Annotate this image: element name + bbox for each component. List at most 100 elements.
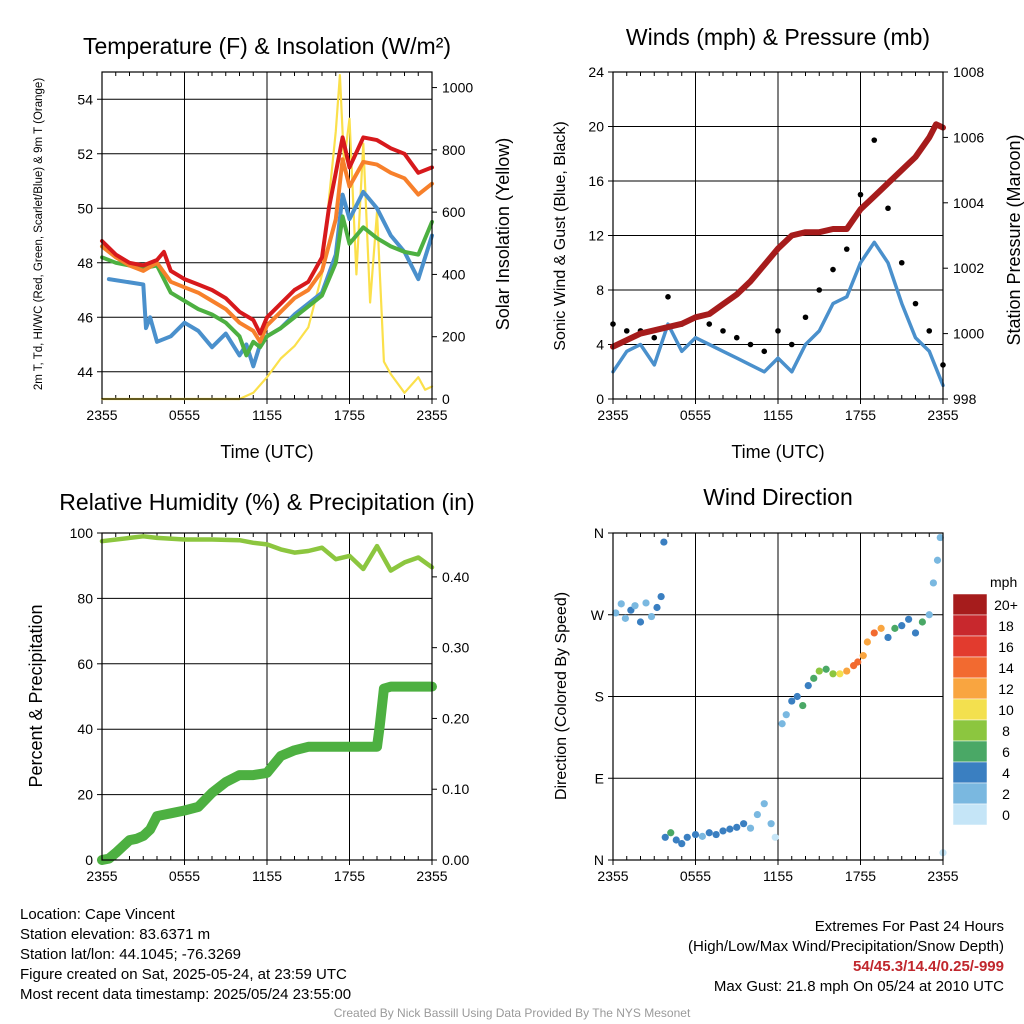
x-tick-label: 1155 [252,868,282,884]
temp-chart-title: Temperature (F) & Insolation (W/m²) [83,33,451,59]
gust-point [926,328,933,334]
legend-label: 18 [998,618,1014,634]
location-text: Location: Cape Vincent [20,906,175,923]
direction-point [933,556,942,564]
recent-text: Most recent data timestamp: 2025/05/24 2… [20,986,352,1003]
y-tick-label: 16 [588,173,604,189]
y2-tick-label: 0.00 [442,852,469,868]
legend-label: 14 [998,660,1014,676]
direction-point [733,823,741,831]
gust-point [912,300,919,307]
x-tick-label: 1755 [334,868,365,884]
direction-point [905,615,913,623]
direction-point [788,697,796,705]
wind-left-ylabel: Sonic Wind & Gust (Blue, Black) [552,121,569,350]
y-tick-label: 20 [588,119,604,135]
y-tick-label: 20 [77,787,93,803]
y-tick-label: 54 [77,91,93,107]
wind-plot: 2355 0555 1155 1755 235504812162024998100010… [588,64,984,423]
gust-point [761,348,768,355]
gust-point [775,328,781,334]
y-tick-label: 4 [596,337,604,353]
x-tick-label: 1755 [334,407,365,423]
humidity-line [99,534,435,573]
dir-ylabel: Direction (Colored By Speed) [553,592,570,800]
y-tick-label: 40 [77,721,93,737]
direction-point [804,682,812,690]
gust-point [747,341,754,348]
direction-point [799,701,807,710]
wind-xlabel: Time (UTC) [731,442,824,462]
direction-point [726,825,734,833]
x-tick-label: 2355 [597,868,628,884]
gust-point [843,246,850,252]
legend-label: 0 [1002,807,1010,823]
gust-point [802,314,809,321]
gust-point [720,328,726,334]
rh-plot: 2355 0555 1155 1755 23550204060801000.000.10… [70,525,470,884]
legend-label: 4 [1002,765,1010,781]
y-tick-label: 52 [77,146,93,162]
direction-point [793,692,801,701]
x-tick-label: 0555 [169,868,200,884]
y2-tick-label: 200 [442,329,466,345]
y2-tick-label: 0.40 [442,569,469,585]
speed-legend: mph 20+ 18 16 14 12 10 8 6 4 2 0 [952,574,1018,826]
direction-point [760,800,768,808]
direction-point [778,720,786,728]
plot-border [612,71,944,400]
y2-tick-label: 0.20 [442,710,469,726]
gust-point [830,266,836,273]
y2-tick-label: 0.10 [442,781,469,797]
direction-point [661,833,669,841]
x-tick-label: 0555 [680,868,711,884]
y2-tick-label: 0 [442,391,450,407]
direction-point [854,658,862,666]
legend-swatch [952,761,988,784]
legend-swatch [952,593,988,616]
direction-point [719,827,727,835]
direction-point [870,629,878,637]
direction-point [698,832,706,840]
dir-chart-title: Wind Direction [703,484,853,510]
gust-point [885,205,891,212]
y-tick-label: 50 [77,200,93,216]
y2-tick-label: 1008 [953,64,984,80]
x-tick-label: 1155 [763,407,793,423]
direction-point [683,833,691,841]
wind-right-ylabel: Station Pressure (Maroon) [1004,134,1024,345]
temp-plot: 2355 0555 1155 1755 2355 44 46 48 50 52 54 0 200 400 6… [77,71,473,423]
elevation-text: Station elevation: 83.6371 m [20,926,211,943]
x-tick-label: 2355 [927,407,958,423]
x-tick-label: 2355 [597,407,628,423]
y-tick-label: 48 [77,255,93,271]
x-tick-label: 2355 [86,407,117,423]
y-tick-label: 46 [77,309,93,325]
direction-point [836,670,844,678]
gust-point [857,191,864,198]
direction-point [859,652,867,660]
legend-swatch [952,740,988,763]
y-tick-label: N [594,852,604,868]
plot-border [612,532,944,861]
gust-point [651,334,658,341]
legend-label: 2 [1002,786,1010,802]
station-info: Location: Cape Vincent Station elevation… [20,905,351,1005]
direction-point [753,810,761,819]
figure: Temperature (F) & Insolation (W/m²) 2m T… [26,24,1024,884]
legend-label: 20+ [994,597,1018,613]
x-tick-label: 0555 [680,407,711,423]
y-tick-label: 100 [70,525,94,541]
legend-swatch [952,698,988,721]
y-tick-label: S [595,689,604,705]
legend-swatch [952,635,988,658]
direction-point [782,711,790,719]
dewpoint-line [100,214,434,358]
x-tick-label: 1155 [763,868,793,884]
y-tick-label: 60 [77,656,93,672]
direction-point [815,667,823,675]
direction-point [672,836,680,844]
y2-tick-label: 1002 [953,260,984,276]
legend-label: 12 [998,681,1014,697]
gust-point [871,137,878,143]
